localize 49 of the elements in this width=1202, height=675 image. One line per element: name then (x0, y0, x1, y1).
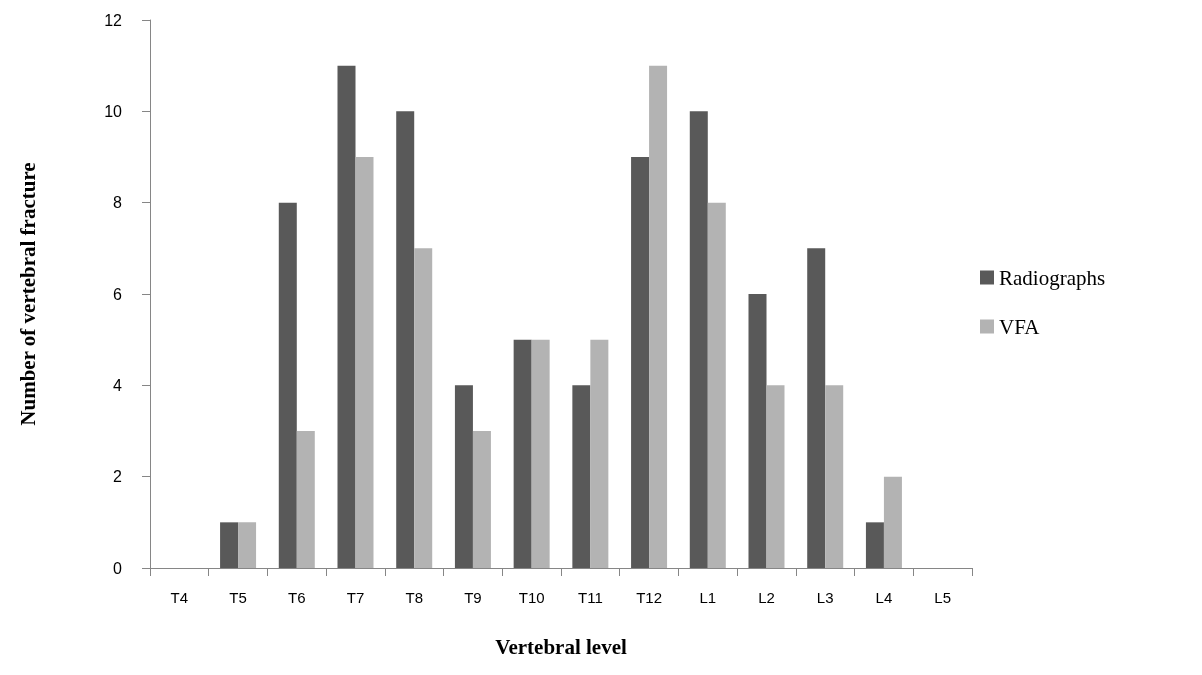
y-tick-label: 6 (113, 285, 123, 303)
bar (278, 202, 297, 568)
x-tick-label: T11 (577, 589, 603, 606)
x-axis-title: Vertebral level (495, 634, 627, 659)
y-tick-label: 4 (113, 376, 123, 394)
bar (807, 248, 826, 568)
bar (707, 202, 726, 568)
bar (414, 248, 433, 568)
bar (472, 431, 491, 568)
bar (531, 339, 550, 568)
x-tick-label: T6 (288, 589, 306, 606)
x-tick-label: T5 (229, 589, 247, 606)
bar (825, 385, 844, 568)
x-tick-label: T4 (170, 589, 189, 606)
bar (454, 385, 473, 568)
x-tick-label: L2 (758, 589, 775, 606)
bar (590, 339, 609, 568)
legend-label: VFA (999, 314, 1041, 339)
y-tick-label: 0 (113, 559, 123, 577)
bar (572, 385, 591, 568)
bar (396, 111, 415, 568)
bar (883, 476, 902, 568)
x-tick-label: L4 (875, 589, 893, 606)
bar (865, 522, 884, 568)
bar (649, 65, 668, 568)
y-tick-label: 10 (104, 102, 123, 120)
x-tick-label: T9 (464, 589, 482, 606)
legend-label: Radiographs (999, 265, 1106, 290)
bar (513, 339, 532, 568)
y-tick-label: 12 (104, 11, 123, 29)
x-tick-label: L5 (934, 589, 951, 606)
bar (220, 522, 239, 568)
bar (748, 294, 767, 568)
bar (238, 522, 257, 568)
x-tick-label: T12 (636, 589, 662, 606)
bar (355, 157, 374, 568)
x-tick-label: L3 (816, 589, 834, 606)
bar (296, 431, 315, 568)
y-axis-title: Number of vertebral fracture (15, 162, 40, 426)
y-tick-label: 8 (113, 194, 123, 212)
x-tick-label: T7 (346, 589, 365, 606)
bar (689, 111, 708, 568)
bar (766, 385, 785, 568)
x-tick-label: T8 (405, 589, 423, 606)
y-tick-label: 2 (113, 468, 123, 486)
bar (631, 157, 650, 568)
x-tick-label: L1 (699, 589, 717, 606)
x-tick-label: T10 (518, 589, 545, 606)
bar (337, 65, 356, 568)
